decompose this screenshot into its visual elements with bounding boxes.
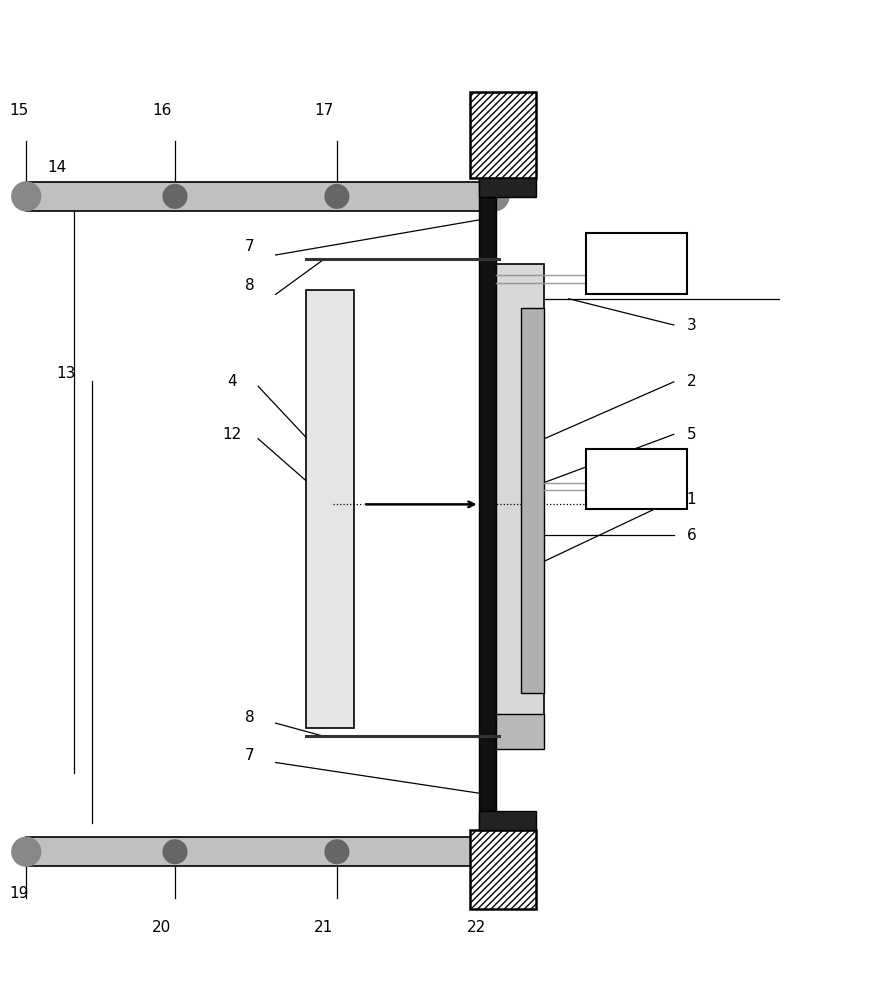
Bar: [496, 714, 544, 749]
Bar: [26, 837, 494, 866]
Text: 3: 3: [686, 318, 696, 332]
Text: 12: 12: [222, 427, 242, 442]
Bar: [470, 92, 536, 178]
Bar: [479, 178, 536, 197]
Circle shape: [163, 185, 187, 208]
Text: 18: 18: [467, 103, 486, 118]
Circle shape: [12, 182, 41, 211]
Bar: [586, 449, 687, 509]
Text: 14: 14: [47, 160, 66, 175]
Text: 10: 10: [626, 256, 646, 271]
Text: 8: 8: [244, 710, 254, 724]
Text: 7: 7: [244, 239, 254, 254]
Text: 2: 2: [687, 374, 696, 389]
Circle shape: [325, 185, 349, 208]
Circle shape: [12, 837, 41, 866]
Text: 10: 10: [626, 256, 646, 271]
Bar: [479, 178, 496, 830]
Circle shape: [480, 182, 509, 211]
Text: 5: 5: [687, 427, 696, 442]
Bar: [26, 182, 494, 211]
Text: 9: 9: [632, 472, 641, 487]
Circle shape: [480, 837, 509, 866]
Text: 21: 21: [314, 920, 333, 934]
Text: 17: 17: [314, 103, 333, 118]
Text: 9: 9: [631, 472, 641, 487]
Text: 13: 13: [56, 366, 75, 381]
Circle shape: [163, 840, 187, 864]
Text: 19: 19: [10, 886, 29, 901]
Bar: [521, 308, 544, 692]
Text: 8: 8: [244, 278, 254, 293]
Bar: [479, 811, 536, 830]
Bar: [586, 233, 687, 294]
Text: 4: 4: [228, 374, 236, 389]
Text: 16: 16: [152, 103, 172, 118]
Circle shape: [325, 840, 349, 864]
Text: 1: 1: [687, 492, 696, 508]
Bar: [470, 830, 536, 909]
Text: 6: 6: [686, 528, 696, 542]
Bar: [496, 264, 544, 719]
Bar: [306, 290, 354, 728]
Text: 15: 15: [10, 103, 29, 118]
Text: 7: 7: [244, 748, 254, 763]
Text: 22: 22: [467, 920, 486, 934]
Text: 20: 20: [152, 920, 172, 934]
